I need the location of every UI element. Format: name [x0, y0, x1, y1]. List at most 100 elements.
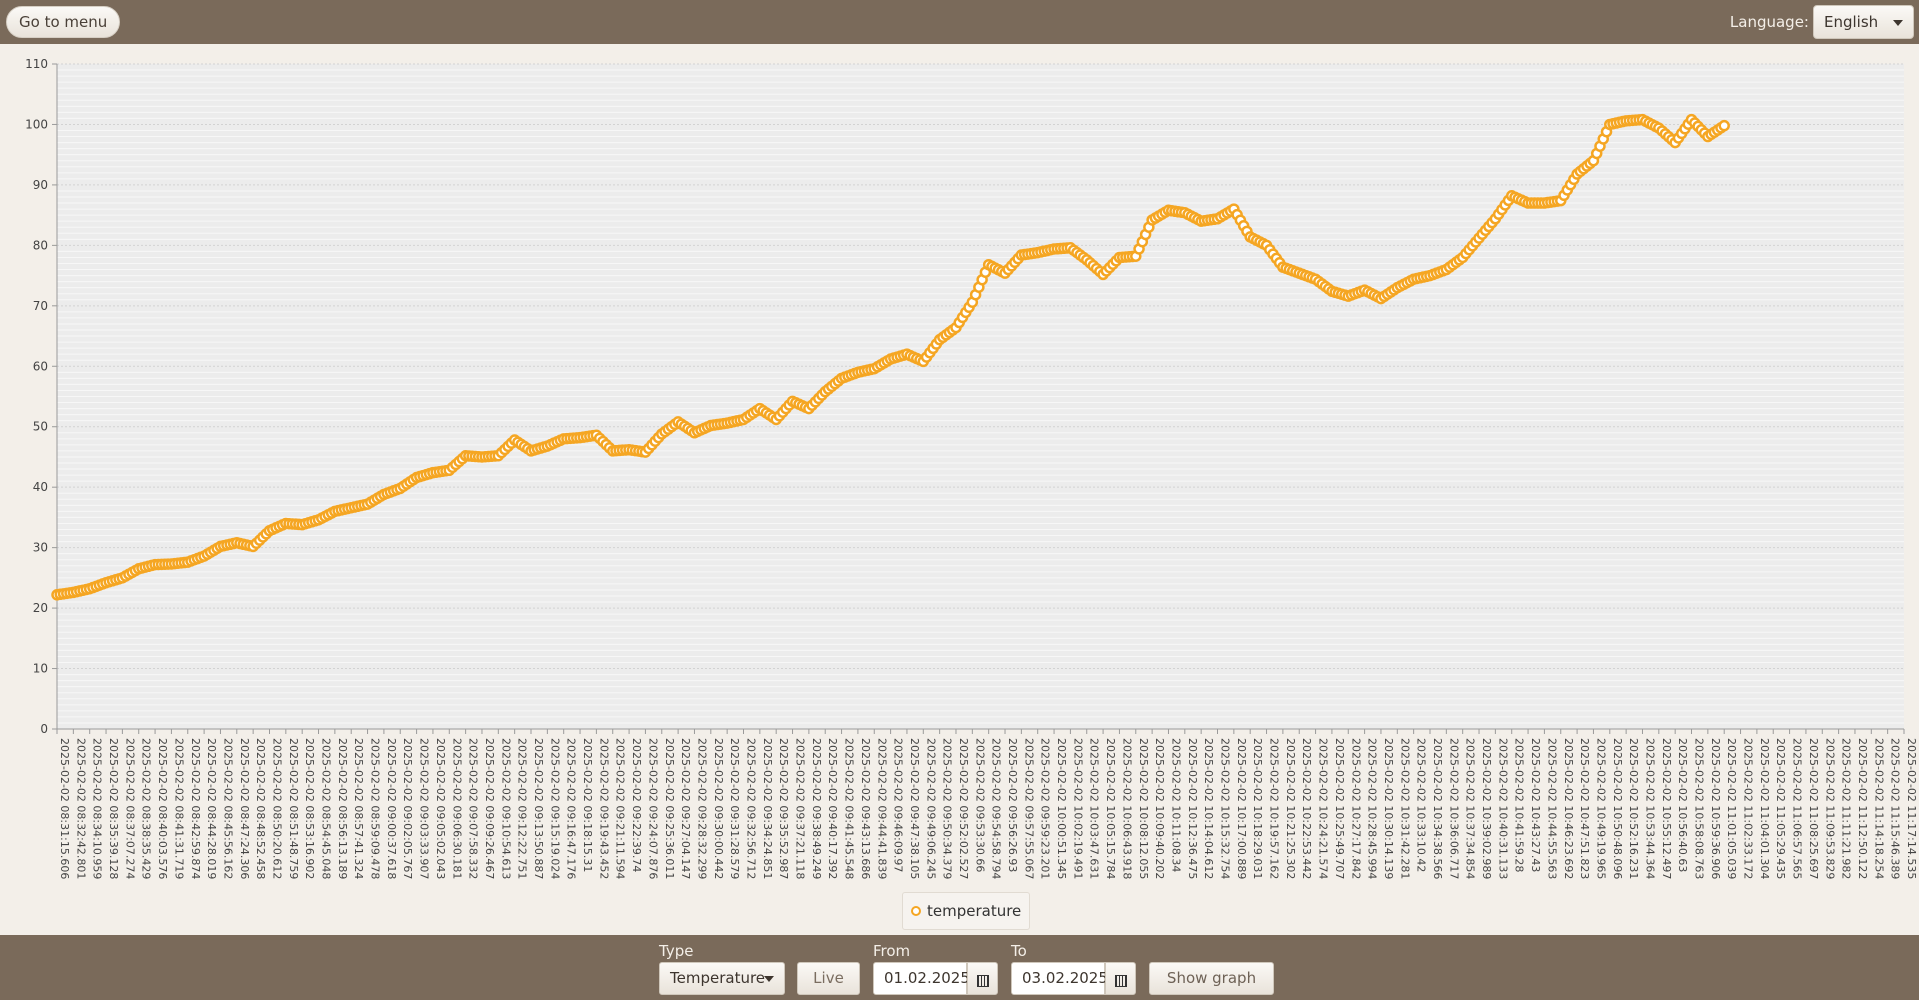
y-tick-label: 60: [33, 359, 48, 373]
to-calendar-button[interactable]: [1105, 962, 1136, 995]
type-label: Type: [659, 942, 694, 960]
x-tick-label: 2025-02-02 09:59:23.201: [1039, 738, 1052, 879]
chart-legend[interactable]: temperature: [902, 892, 1031, 930]
x-tick-label: 2025-02-02 11:11:21.982: [1840, 738, 1853, 879]
x-tick-label: 2025-02-02 09:31:28.579: [728, 738, 741, 879]
x-tick-label: 2025-02-02 09:12:22.751: [516, 738, 529, 879]
x-tick-label: 2025-02-02 10:40:31.133: [1496, 738, 1509, 879]
y-tick-label: 70: [33, 299, 48, 313]
x-tick-label: 2025-02-02 09:47:38.105: [908, 738, 921, 879]
show-graph-button[interactable]: Show graph: [1149, 962, 1274, 995]
from-date-input[interactable]: 01.02.2025: [873, 962, 970, 995]
type-select[interactable]: Temperature: [659, 962, 785, 995]
x-tick-label: 2025-02-02 08:35:39.128: [107, 738, 120, 879]
x-tick-label: 2025-02-02 09:38:49.249: [810, 738, 823, 879]
x-tick-label: 2025-02-02 10:30:14.139: [1382, 738, 1395, 879]
x-tick-label: 2025-02-02 09:10:54.613: [499, 738, 512, 879]
y-tick-label: 110: [25, 57, 48, 71]
x-tick-label: 2025-02-02 10:53:44.364: [1643, 738, 1656, 879]
temperature-chart: 0 10 20 30 40 50 60 70 80 90 100 110 2025-02-02 08:3…: [25, 57, 1918, 879]
x-tick-label: 2025-02-02 11:04:01.304: [1758, 738, 1771, 879]
x-tick-label: 2025-02-02 10:36:06.717: [1447, 738, 1460, 879]
x-tick-label: 2025-02-02 09:57:55.067: [1022, 738, 1035, 879]
x-tick-label: 2025-02-02 10:27:17.842: [1349, 738, 1362, 879]
x-tick-label: 2025-02-02 10:50:48.096: [1611, 738, 1624, 879]
x-tick-label: 2025-02-02 09:09:26.467: [483, 738, 496, 879]
x-tick-label: 2025-02-02 08:38:35.429: [140, 738, 153, 879]
x-tick-label: 2025-02-02 11:14:18.254: [1872, 738, 1885, 879]
x-tick-label: 2025-02-02 10:05:15.784: [1104, 738, 1117, 879]
legend-marker-icon: [911, 906, 921, 916]
x-tick-label: 2025-02-02 10:46:23.692: [1562, 738, 1575, 879]
x-tick-label: 2025-02-02 08:47:24.306: [238, 738, 251, 879]
x-tick-label: 2025-02-02 08:59:09.478: [369, 738, 382, 879]
y-tick-label: 100: [25, 117, 48, 131]
x-tick-label: 2025-02-02 09:34:24.851: [761, 738, 774, 879]
x-tick-label: 2025-02-02 11:15:46.389: [1889, 738, 1902, 879]
x-tick-label: 2025-02-02 11:05:29.435: [1774, 738, 1787, 879]
x-tick-label: 2025-02-02 09:56:26.93: [1006, 738, 1019, 872]
x-tick-label: 2025-02-02 11:12:50.122: [1856, 738, 1869, 879]
x-tick-label: 2025-02-02 11:02:33.172: [1742, 738, 1755, 879]
x-tick-label: 2025-02-02 08:32:42.801: [74, 738, 87, 879]
x-tick-label: 2025-02-02 09:05:02.043: [434, 738, 447, 879]
x-tick-label: 2025-02-02 10:59:36.906: [1709, 738, 1722, 879]
y-tick-label: 20: [33, 601, 48, 615]
x-tick-label: 2025-02-02 09:25:36.011: [663, 738, 676, 879]
x-tick-label: 2025-02-02 09:03:33.907: [418, 738, 431, 879]
x-tick-label: 2025-02-02 09:13:50.887: [532, 738, 545, 879]
x-tick-label: 2025-02-02 10:22:53.442: [1300, 738, 1313, 879]
x-tick-label: 2025-02-02 08:56:13.189: [336, 738, 349, 879]
from-label: From: [873, 942, 911, 960]
x-tick-label: 2025-02-02 09:24:07.876: [646, 738, 659, 879]
x-tick-label: 2025-02-02 09:21:11.594: [614, 738, 627, 879]
x-tick-label: 2025-02-02 10:39:02.989: [1480, 738, 1493, 879]
x-tick-label: 2025-02-02 08:53:16.902: [303, 738, 316, 879]
x-tick-label: 2025-02-02 10:15:32.754: [1219, 738, 1232, 879]
x-tick-label: 2025-02-02 10:09:40.202: [1153, 738, 1166, 879]
x-tick-label: 2025-02-02 10:33:10.42: [1415, 738, 1428, 872]
live-button[interactable]: Live: [797, 962, 860, 995]
x-tick-label: 2025-02-02 10:56:40.63: [1676, 738, 1689, 872]
x-tick-label: 2025-02-02 10:49:19.965: [1594, 738, 1607, 879]
x-tick-label: 2025-02-02 11:01:05.039: [1725, 738, 1738, 879]
language-select[interactable]: English: [1813, 5, 1914, 39]
x-tick-label: 2025-02-02 09:07:58.332: [467, 738, 480, 879]
temperature-series: [51, 113, 1730, 601]
x-tick-label: 2025-02-02 10:25:49.707: [1333, 738, 1346, 879]
x-tick-label: 2025-02-02 10:24:21.574: [1317, 738, 1330, 879]
x-tick-label: 2025-02-02 09:53:30.66: [973, 738, 986, 872]
x-tick-label: 2025-02-02 08:50:20.612: [270, 738, 283, 879]
x-tick-label: 2025-02-02 10:41:59.28: [1513, 738, 1526, 872]
x-tick-label: 2025-02-02 08:42:59.874: [189, 738, 202, 879]
x-tick-label: 2025-02-02 09:41:45.548: [843, 738, 856, 879]
calendar-icon: [1114, 975, 1127, 987]
x-tick-label: 2025-02-02 09:02:05.767: [401, 738, 414, 879]
x-tick-label: 2025-02-02 10:17:00.889: [1235, 738, 1248, 879]
x-tick-label: 2025-02-02 09:15:19.024: [548, 738, 561, 879]
x-tick-label: 2025-02-02 09:50:34.379: [941, 738, 954, 879]
x-tick-label: 2025-02-02 11:17:14.535: [1905, 738, 1918, 879]
x-tick-label: 2025-02-02 10:55:12.497: [1660, 738, 1673, 879]
bottom-toolbar: Type Temperature Live From 01.02.2025 To…: [0, 935, 1919, 1000]
x-tick-label: 2025-02-02 10:19:57.162: [1268, 738, 1281, 879]
x-tick-label: 2025-02-02 11:08:25.697: [1807, 738, 1820, 879]
go-to-menu-button[interactable]: Go to menu: [6, 6, 121, 38]
x-tick-label: 2025-02-02 09:19:43.452: [597, 738, 610, 879]
to-date-input[interactable]: 03.02.2025: [1011, 962, 1108, 995]
x-tick-label: 2025-02-02 08:57:41.324: [352, 738, 365, 879]
to-label: To: [1011, 942, 1027, 960]
x-tick-label: 2025-02-02 10:31:42.281: [1398, 738, 1411, 879]
x-tick-label: 2025-02-02 11:09:53.829: [1823, 738, 1836, 879]
from-calendar-button[interactable]: [967, 962, 998, 995]
x-tick-label: 2025-02-02 10:34:38.566: [1431, 738, 1444, 879]
y-tick-label: 40: [33, 480, 48, 494]
x-tick-label: 2025-02-02 09:40:17.392: [826, 738, 839, 879]
x-tick-label: 2025-02-02 10:52:16.231: [1627, 738, 1640, 879]
top-toolbar: Go to menu Language: English: [0, 0, 1919, 44]
language-label: Language:: [1729, 13, 1809, 31]
x-tick-label: 2025-02-02 08:34:10.959: [91, 738, 104, 879]
legend-label: temperature: [927, 902, 1022, 920]
x-tick-label: 2025-02-02 08:31:15.606: [58, 738, 71, 879]
y-tick-label: 80: [33, 238, 48, 252]
